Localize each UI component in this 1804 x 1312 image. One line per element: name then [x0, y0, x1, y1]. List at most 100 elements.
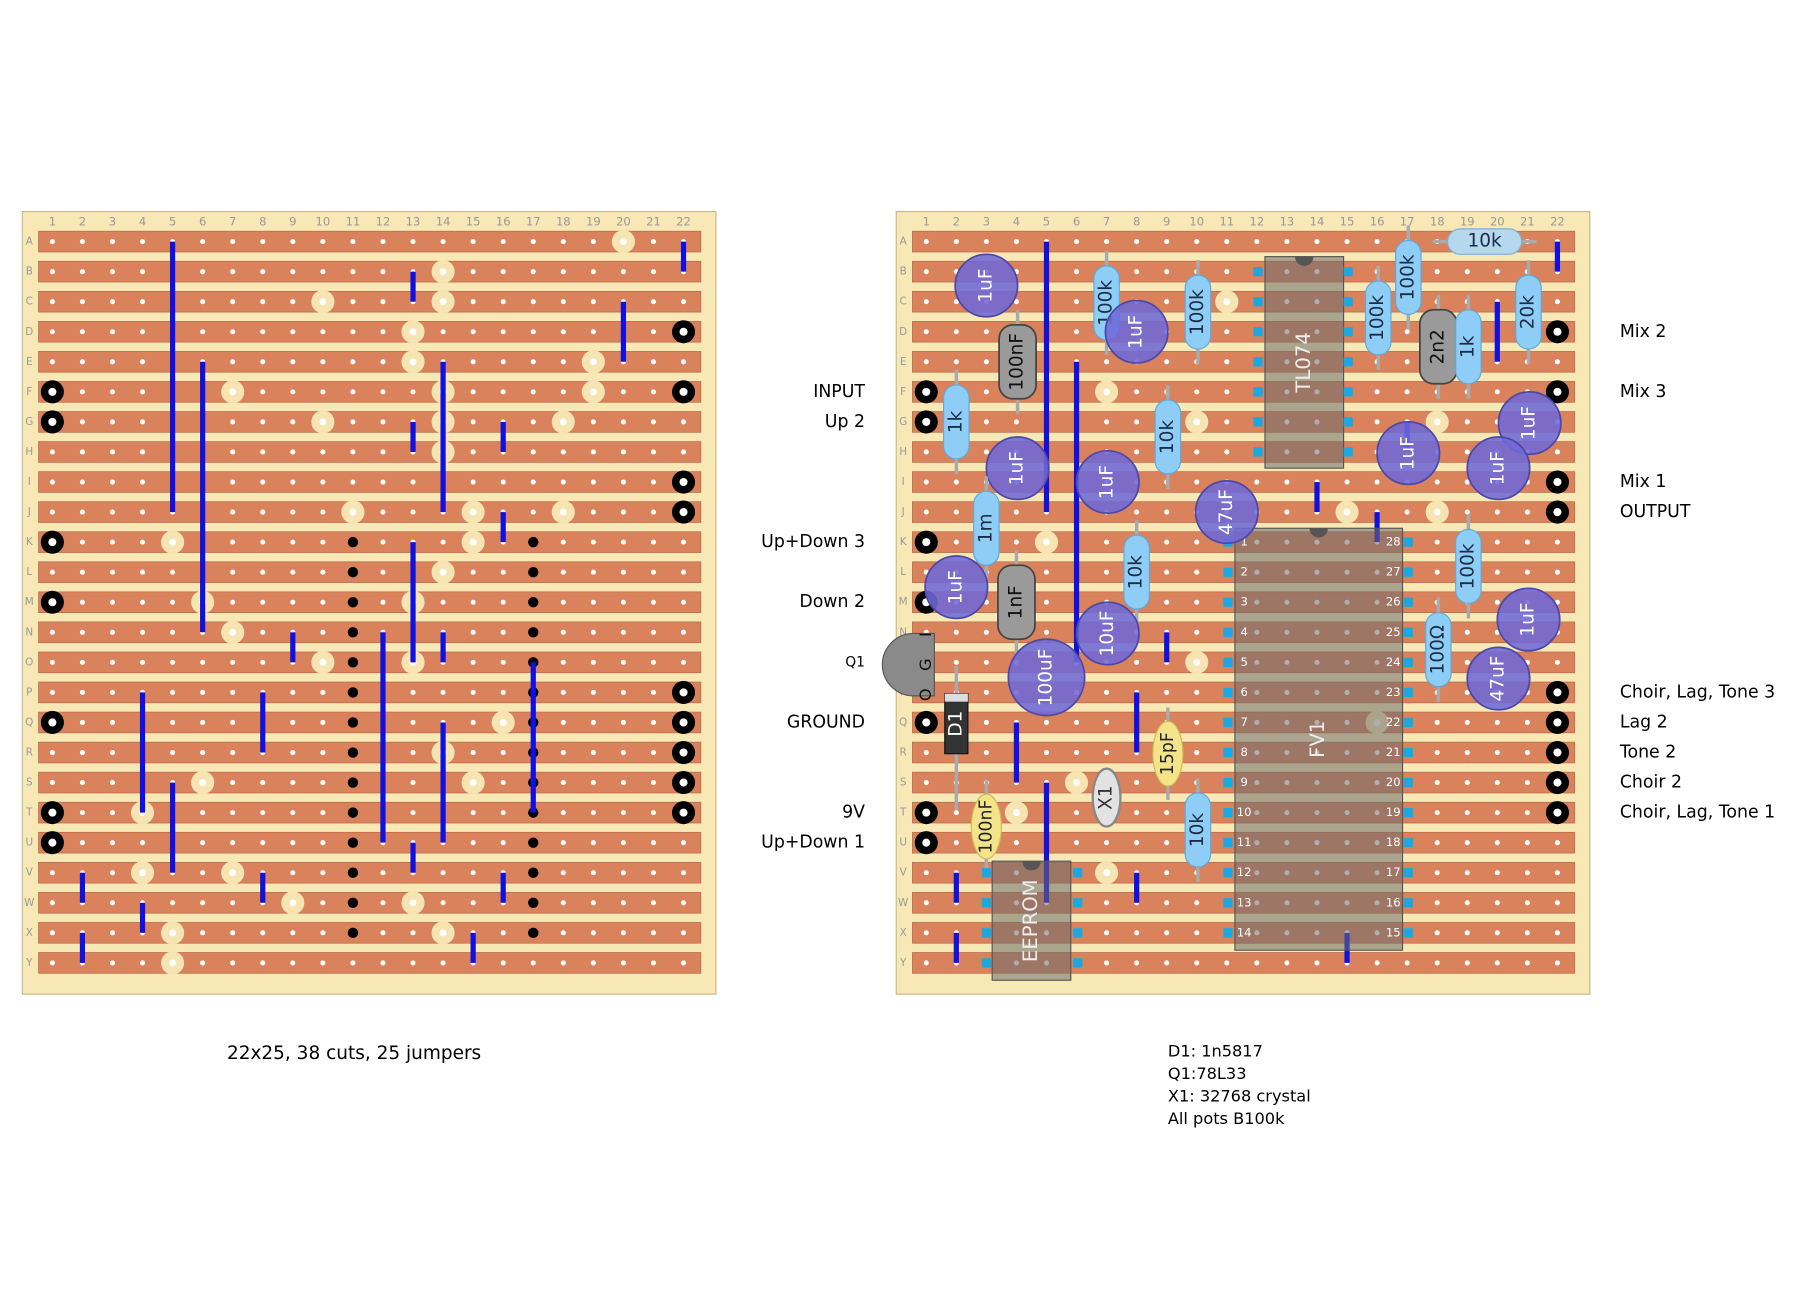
hole	[620, 479, 626, 485]
hole	[620, 659, 626, 665]
hole	[380, 960, 386, 966]
ic-pin	[1073, 898, 1083, 908]
column-number: 3	[983, 214, 990, 228]
hole	[109, 449, 116, 455]
ic-pin	[1403, 627, 1413, 637]
hole	[380, 569, 386, 575]
hole	[200, 900, 206, 906]
hole	[290, 840, 296, 846]
hole	[470, 359, 476, 365]
component-label: 100k	[1187, 289, 1208, 335]
hole	[470, 449, 476, 455]
wire-pad-hole	[319, 418, 327, 426]
copper-strip	[38, 260, 702, 283]
hole	[350, 479, 356, 485]
hole	[470, 900, 476, 906]
hole	[1284, 479, 1290, 485]
ic-pin-number: 6	[1240, 685, 1247, 699]
hole	[170, 659, 176, 665]
hole	[983, 449, 989, 455]
hole	[1104, 900, 1110, 906]
hole	[530, 509, 536, 515]
hole	[1164, 960, 1170, 966]
connection-pad-hole	[922, 838, 931, 847]
column-number: 1	[49, 214, 56, 228]
hole	[109, 659, 116, 665]
component-label: 1uF	[1487, 451, 1508, 485]
column-number: 16	[1370, 214, 1385, 228]
hole	[139, 840, 146, 846]
row-letter: S	[900, 777, 907, 789]
row-letter: B	[26, 266, 33, 278]
hole	[470, 870, 476, 876]
ic-pin	[1223, 808, 1233, 818]
hole	[1464, 960, 1470, 966]
hole	[79, 329, 85, 335]
ic-pin-number: 20	[1386, 775, 1401, 789]
hole	[650, 749, 657, 756]
copper-strip	[38, 531, 702, 553]
hole	[590, 419, 596, 425]
hole	[983, 749, 989, 756]
component-label: 15pF	[1158, 732, 1178, 775]
connection-pad-hole	[48, 538, 57, 547]
hole	[1134, 509, 1140, 515]
wire-pad-hole	[169, 959, 177, 967]
hole	[923, 269, 929, 275]
hole	[139, 629, 146, 635]
hole	[1374, 960, 1380, 966]
connection-pad-hole	[48, 387, 57, 396]
wire-pad-hole	[1193, 418, 1201, 426]
hole	[1464, 509, 1470, 515]
hole	[139, 509, 146, 515]
component-label: 10k	[1467, 231, 1502, 252]
hole	[590, 479, 596, 485]
resistor	[1425, 612, 1452, 688]
row-letter: A	[26, 236, 34, 248]
wire-pad-hole	[499, 718, 507, 726]
hole	[1434, 749, 1440, 756]
hole	[1494, 719, 1500, 726]
wire-pad-hole	[1343, 508, 1351, 516]
component-label: 100k	[1397, 254, 1418, 300]
cut	[528, 627, 539, 638]
hole	[560, 689, 566, 695]
hole	[440, 960, 446, 966]
wire-pad-hole	[469, 538, 477, 546]
ic-pin	[1343, 297, 1353, 307]
hole	[260, 960, 266, 966]
hole	[1494, 509, 1500, 515]
crystal	[1091, 767, 1122, 828]
component-label: 47uF	[1216, 489, 1237, 535]
hole	[983, 419, 989, 425]
hole	[983, 659, 989, 665]
hole	[590, 960, 596, 966]
row-letter: W	[24, 897, 34, 909]
hole	[109, 479, 116, 485]
hole	[560, 269, 566, 275]
row-letter: H	[25, 446, 33, 458]
hole	[1104, 930, 1110, 936]
hole	[109, 689, 116, 695]
hole	[1104, 960, 1110, 966]
hole	[620, 509, 626, 515]
hole	[590, 539, 596, 545]
component-label: 100nF	[1007, 333, 1028, 391]
hole	[590, 569, 596, 575]
wire-pad-hole	[409, 899, 417, 907]
hole	[320, 930, 326, 936]
ic-pin-number: 26	[1386, 595, 1401, 609]
hole	[290, 930, 296, 936]
hole	[1104, 569, 1110, 575]
copper-strip	[38, 952, 702, 974]
row-letter: X	[900, 927, 907, 939]
component-label: 1m	[975, 513, 996, 543]
hole	[109, 780, 116, 786]
hole	[109, 599, 116, 605]
ic-pin	[1403, 928, 1413, 938]
hole	[1194, 960, 1200, 966]
hole	[290, 569, 296, 575]
hole	[680, 539, 687, 545]
hole	[470, 269, 476, 275]
parts-note: All pots B100k	[1168, 1109, 1285, 1128]
